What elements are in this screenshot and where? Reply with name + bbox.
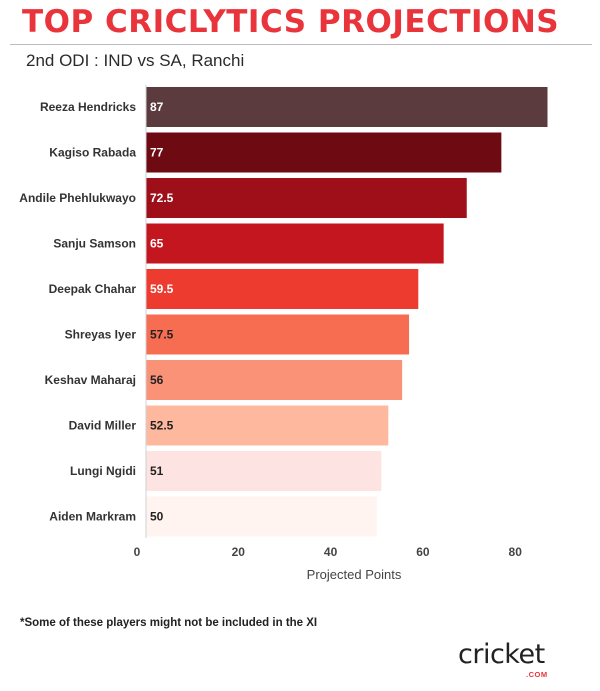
footnote: *Some of these players might not be incl… (20, 617, 318, 629)
data-label: 56 (150, 373, 164, 387)
data-label: 59.5 (150, 282, 174, 296)
x-tick-label: 80 (509, 545, 523, 559)
x-tick-label: 40 (324, 545, 338, 559)
category-label: Lungi Ngidi (70, 464, 136, 478)
category-label: Keshav Maharaj (45, 373, 136, 387)
category-label: David Miller (69, 419, 137, 433)
data-label: 87 (150, 100, 164, 114)
category-label: Deepak Chahar (49, 282, 137, 296)
bar (146, 178, 467, 218)
x-tick-label: 0 (134, 545, 141, 559)
data-label: 52.5 (150, 419, 174, 433)
category-label: Aiden Markram (49, 510, 136, 524)
data-label: 51 (150, 464, 164, 478)
category-label: Kagiso Rabada (49, 146, 136, 160)
data-label: 57.5 (150, 328, 174, 342)
data-label: 50 (150, 510, 164, 524)
cricket-com-logo: cricket .COM (458, 639, 576, 682)
logo-suffix: .COM (526, 670, 548, 679)
data-label: 77 (150, 146, 164, 160)
bar (146, 223, 444, 264)
title-divider (10, 44, 592, 45)
bar (146, 87, 548, 127)
x-axis-label: Projected Points (307, 567, 402, 582)
bar (146, 132, 502, 173)
data-label: 65 (150, 237, 164, 251)
data-label: 72.5 (150, 191, 174, 205)
bar (146, 269, 419, 309)
chart-title: TOP CRICLYTICS PROJECTIONS (22, 4, 560, 40)
x-tick-label: 60 (416, 545, 430, 559)
bar (146, 360, 403, 400)
bar-chart: Reeza Hendricks 87 Kagiso Rabada 77 Andile P… (19, 85, 548, 582)
bar (146, 451, 382, 491)
category-label: Andile Phehlukwayo (19, 191, 136, 205)
chart-subtitle: 2nd ODI : IND vs SA, Ranchi (26, 51, 245, 70)
logo-wordmark: cricket (458, 639, 545, 670)
bar (146, 496, 377, 537)
category-label: Sanju Samson (53, 237, 136, 251)
x-tick-label: 20 (232, 545, 246, 559)
category-label: Reeza Hendricks (40, 100, 136, 114)
category-label: Shreyas Iyer (65, 328, 137, 342)
bar (146, 314, 410, 355)
bar (146, 405, 389, 446)
